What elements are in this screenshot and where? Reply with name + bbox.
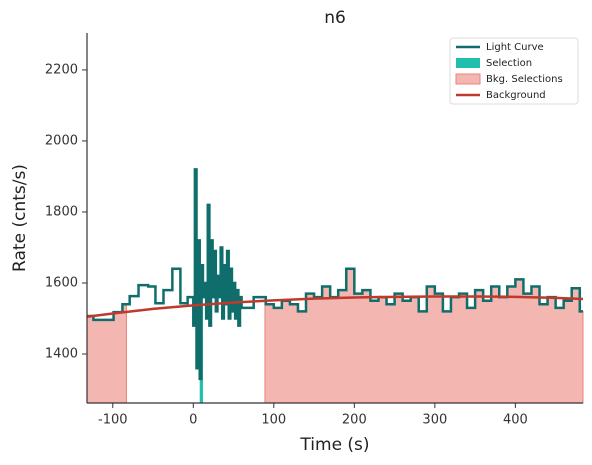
y-tick-label: 2000 (45, 133, 78, 148)
x-tick-label: 300 (422, 413, 447, 428)
y-axis-label: Rate (cnts/s) (10, 164, 30, 272)
y-tick-label: 1800 (45, 204, 78, 219)
legend-box (449, 37, 579, 105)
y-tick-label: 1600 (45, 275, 78, 290)
range-fill (264, 268, 584, 404)
legend-label: Light Curve (486, 42, 544, 53)
legend-label: Bkg. Selections (486, 74, 563, 85)
x-tick-label: -100 (98, 413, 128, 428)
chart-title: n6 (324, 8, 346, 28)
legend-swatch (455, 73, 481, 85)
y-tick-label: 1400 (45, 346, 78, 361)
x-axis-label: Time (s) (299, 435, 369, 455)
x-tick-label: 400 (503, 413, 528, 428)
legend-label: Selection (486, 58, 532, 69)
x-tick-label: 200 (342, 413, 367, 428)
legend-swatch (456, 58, 480, 68)
legend-label: Background (486, 90, 546, 101)
x-tick-label: 100 (261, 413, 286, 428)
x-tick-label: 0 (189, 413, 197, 428)
background-curve (86, 295, 584, 318)
y-tick-label: 2200 (45, 62, 78, 77)
